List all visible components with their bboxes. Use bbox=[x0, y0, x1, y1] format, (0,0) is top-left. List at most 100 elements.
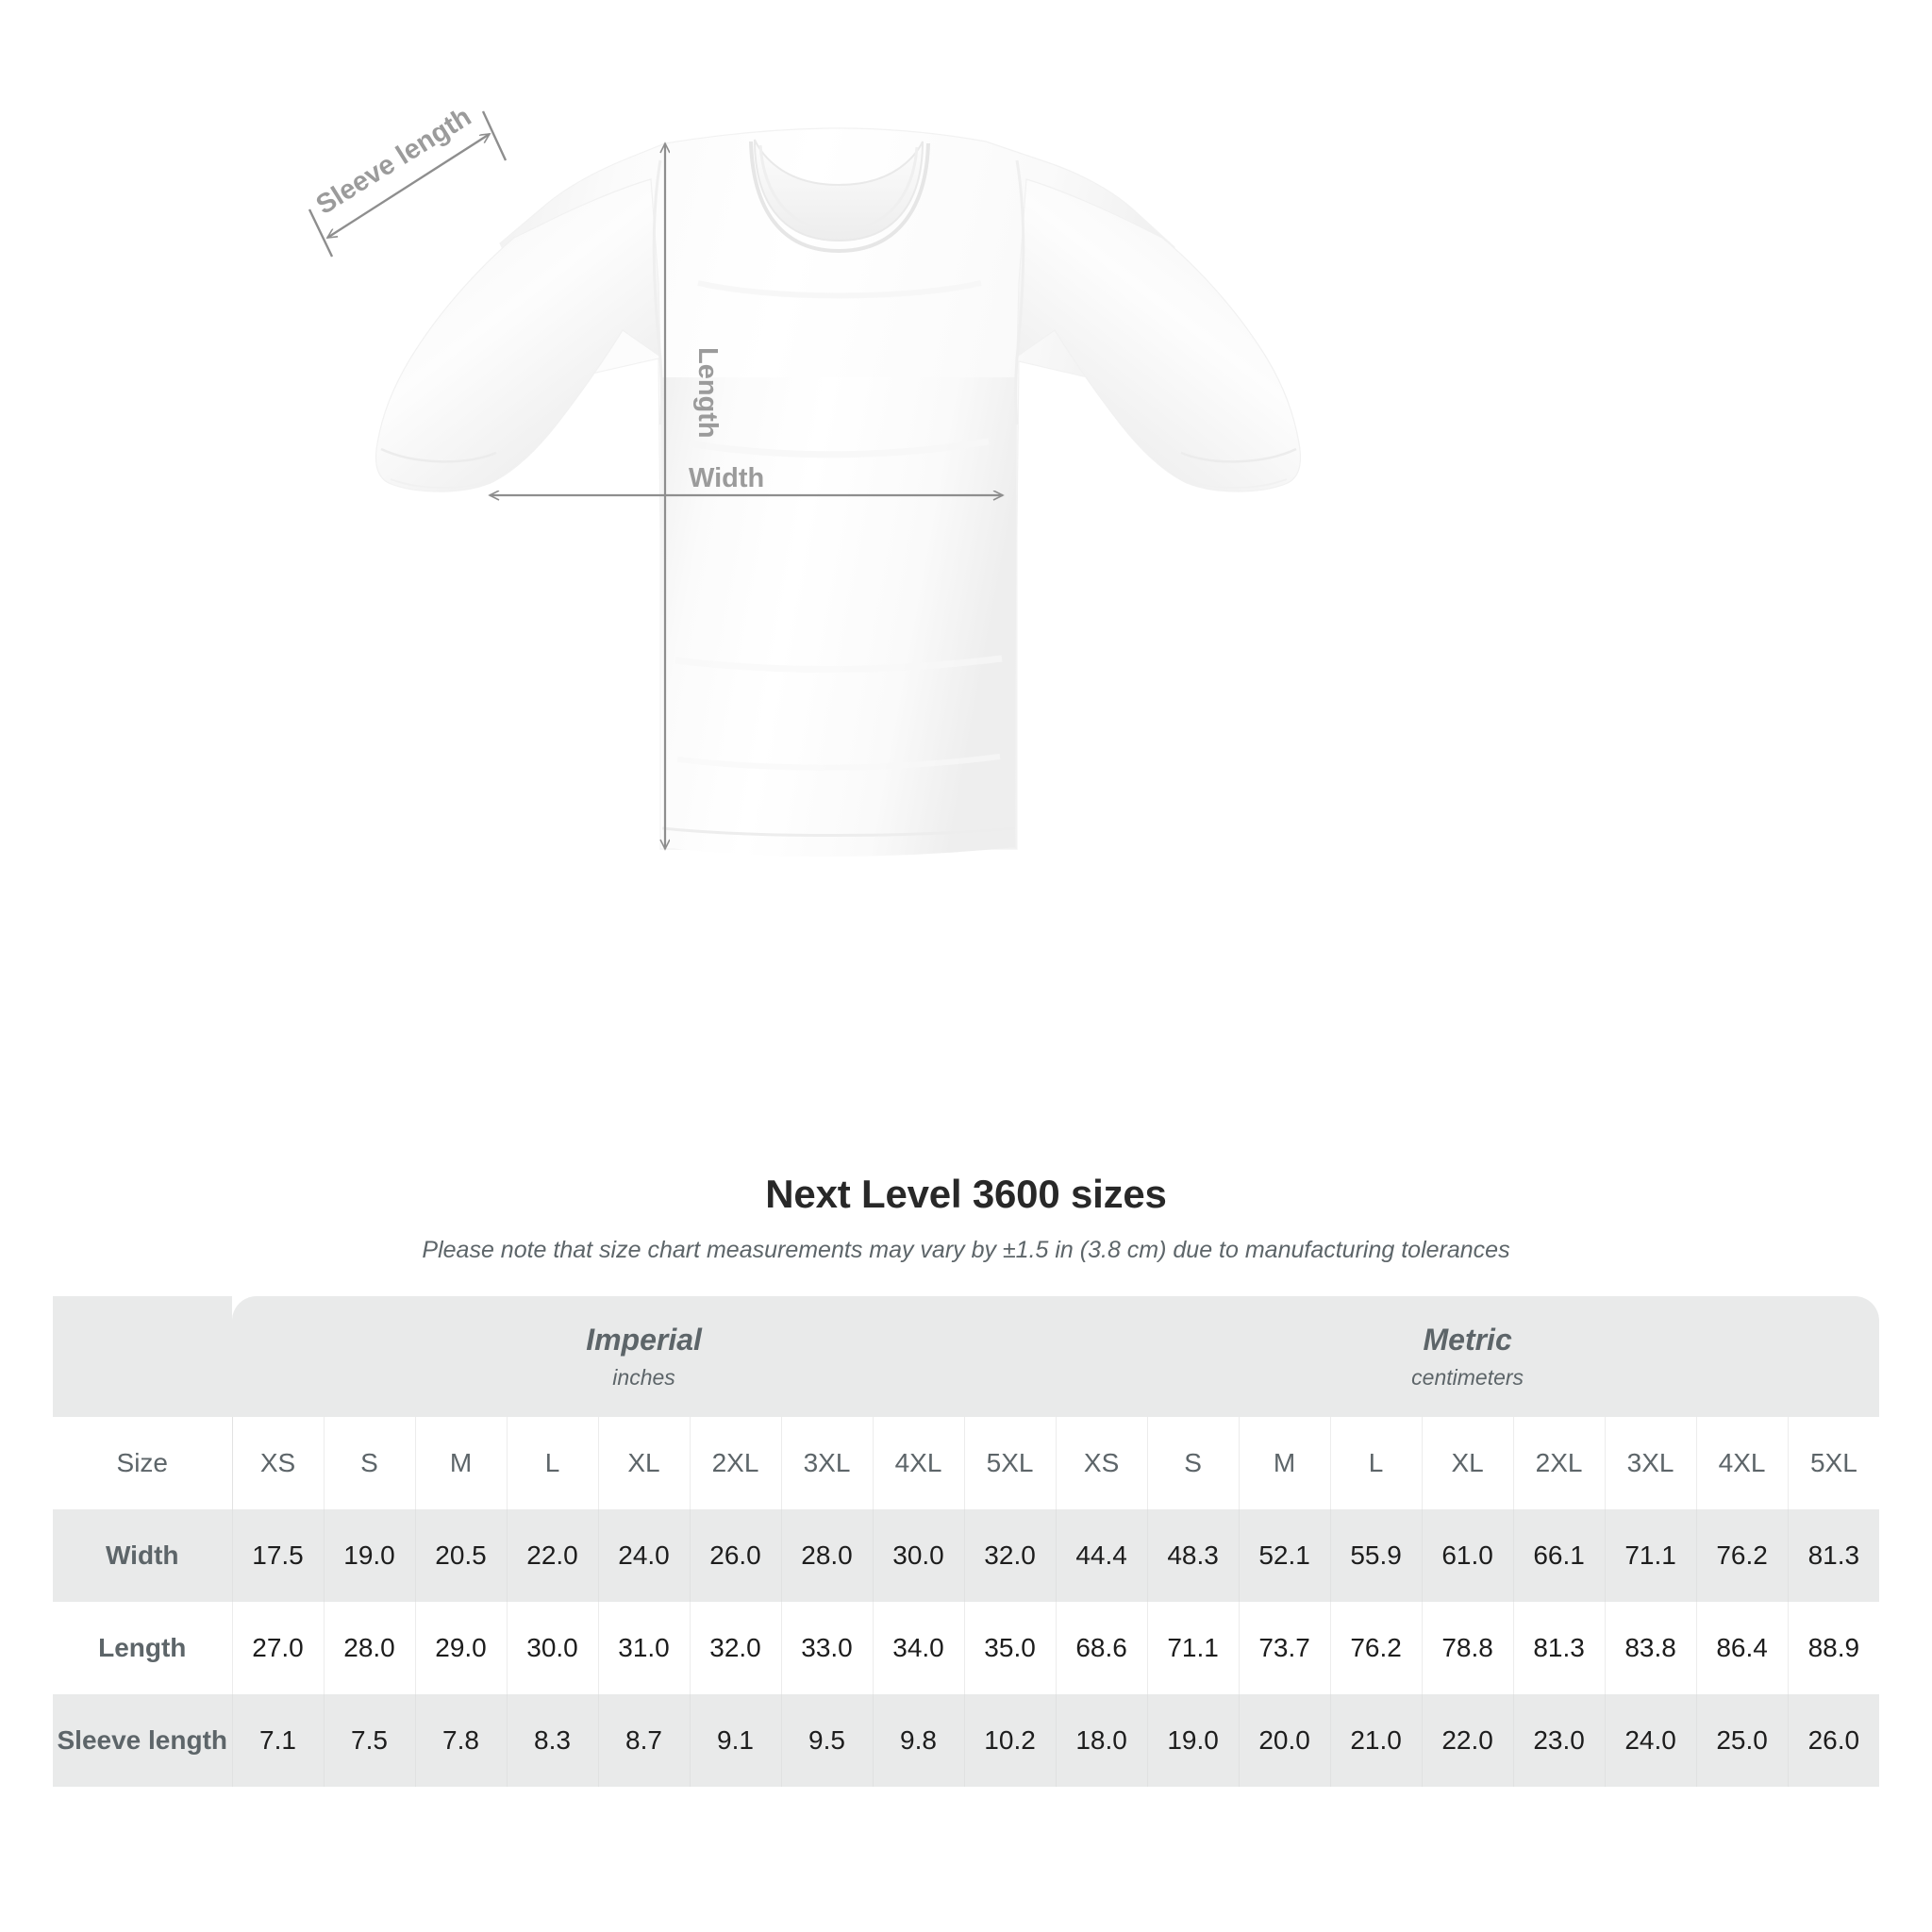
size-header-cell-xs: XS bbox=[232, 1417, 325, 1509]
cell-width-imperial-xl: 24.0 bbox=[598, 1509, 691, 1602]
length-label: Length bbox=[692, 347, 723, 439]
unit-group-imperial: Imperial inches bbox=[232, 1296, 1057, 1417]
cell-width-metric-xs: 44.4 bbox=[1056, 1509, 1148, 1602]
cell-sleeve-length-imperial-s: 7.5 bbox=[324, 1694, 416, 1787]
size-header-cell-5xl: 5XL bbox=[964, 1417, 1057, 1509]
size-header-cell-3xl: 3XL bbox=[781, 1417, 874, 1509]
size-header-cell-l: L bbox=[1330, 1417, 1423, 1509]
cell-width-imperial-s: 19.0 bbox=[324, 1509, 416, 1602]
size-header-cell-m: M bbox=[415, 1417, 508, 1509]
size-header-cell-xs: XS bbox=[1056, 1417, 1148, 1509]
table-row: Length 27.0 28.0 29.0 30.0 31.0 32.0 33.0 34.0 35… bbox=[53, 1602, 1880, 1694]
cell-width-imperial-3xl: 28.0 bbox=[781, 1509, 874, 1602]
cell-length-metric-m: 73.7 bbox=[1239, 1602, 1331, 1694]
sleeve-length-arrow bbox=[327, 132, 490, 240]
cell-length-imperial-4xl: 34.0 bbox=[873, 1602, 965, 1694]
cell-length-imperial-l: 30.0 bbox=[507, 1602, 599, 1694]
cell-width-imperial-xs: 17.5 bbox=[232, 1509, 325, 1602]
cell-sleeve-length-metric-3xl: 24.0 bbox=[1605, 1694, 1697, 1787]
cell-width-imperial-m: 20.5 bbox=[415, 1509, 508, 1602]
size-table: Imperial inches Metric centimeters Size XS S M L… bbox=[53, 1296, 1880, 1787]
cell-sleeve-length-imperial-m: 7.8 bbox=[415, 1694, 508, 1787]
tshirt-left-sleeve bbox=[375, 178, 661, 492]
tshirt-illustration bbox=[375, 127, 1302, 857]
cell-width-metric-2xl: 66.1 bbox=[1513, 1509, 1606, 1602]
cell-width-metric-xl: 61.0 bbox=[1422, 1509, 1514, 1602]
cell-width-metric-m: 52.1 bbox=[1239, 1509, 1331, 1602]
cell-sleeve-length-metric-s: 19.0 bbox=[1147, 1694, 1240, 1787]
tshirt-collar bbox=[754, 139, 924, 242]
unit-group-name: Metric bbox=[1423, 1323, 1512, 1357]
cell-length-metric-4xl: 86.4 bbox=[1696, 1602, 1789, 1694]
cell-sleeve-length-imperial-xl: 8.7 bbox=[598, 1694, 691, 1787]
cell-sleeve-length-imperial-3xl: 9.5 bbox=[781, 1694, 874, 1787]
unit-group-sub: inches bbox=[612, 1365, 675, 1391]
sleeve-length-label: Sleeve length bbox=[311, 102, 477, 221]
cell-length-metric-xs: 68.6 bbox=[1056, 1602, 1148, 1694]
cell-sleeve-length-metric-xs: 18.0 bbox=[1056, 1694, 1148, 1787]
unit-group-sub: centimeters bbox=[1411, 1365, 1524, 1391]
cell-length-metric-3xl: 83.8 bbox=[1605, 1602, 1697, 1694]
size-header-cell-4xl: 4XL bbox=[873, 1417, 965, 1509]
size-header-cell-l: L bbox=[507, 1417, 599, 1509]
cell-sleeve-length-metric-2xl: 23.0 bbox=[1513, 1694, 1606, 1787]
size-header-cell-2xl: 2XL bbox=[1513, 1417, 1606, 1509]
cell-sleeve-length-metric-4xl: 25.0 bbox=[1696, 1694, 1789, 1787]
size-table-container: Imperial inches Metric centimeters Size XS S M L… bbox=[53, 1296, 1880, 1787]
tshirt-right-sleeve bbox=[1016, 178, 1302, 492]
cell-width-metric-5xl: 81.3 bbox=[1788, 1509, 1880, 1602]
table-row: Sleeve length 7.1 7.5 7.8 8.3 8.7 9.1 9.5 9.8 10.… bbox=[53, 1694, 1880, 1787]
row-label-sleeve-length: Sleeve length bbox=[53, 1694, 233, 1787]
size-header-cell-2xl: 2XL bbox=[690, 1417, 782, 1509]
cell-length-metric-5xl: 88.9 bbox=[1788, 1602, 1880, 1694]
cell-length-imperial-2xl: 32.0 bbox=[690, 1602, 782, 1694]
cell-sleeve-length-imperial-5xl: 10.2 bbox=[964, 1694, 1057, 1787]
cell-sleeve-length-metric-m: 20.0 bbox=[1239, 1694, 1331, 1787]
cell-width-metric-3xl: 71.1 bbox=[1605, 1509, 1697, 1602]
cell-width-imperial-l: 22.0 bbox=[507, 1509, 599, 1602]
cell-sleeve-length-metric-5xl: 26.0 bbox=[1788, 1694, 1880, 1787]
row-label-width: Width bbox=[53, 1509, 233, 1602]
cell-length-metric-2xl: 81.3 bbox=[1513, 1602, 1606, 1694]
size-header-cell-s: S bbox=[1147, 1417, 1240, 1509]
cell-width-imperial-4xl: 30.0 bbox=[873, 1509, 965, 1602]
cell-length-imperial-m: 29.0 bbox=[415, 1602, 508, 1694]
size-header-cell-xl: XL bbox=[598, 1417, 691, 1509]
size-header-cell-xl: XL bbox=[1422, 1417, 1514, 1509]
cell-sleeve-length-imperial-l: 8.3 bbox=[507, 1694, 599, 1787]
cell-length-imperial-s: 28.0 bbox=[324, 1602, 416, 1694]
cell-length-imperial-3xl: 33.0 bbox=[781, 1602, 874, 1694]
cell-sleeve-length-metric-xl: 22.0 bbox=[1422, 1694, 1514, 1787]
size-header-cell-s: S bbox=[324, 1417, 416, 1509]
cell-width-imperial-2xl: 26.0 bbox=[690, 1509, 782, 1602]
size-header-cell-5xl: 5XL bbox=[1788, 1417, 1880, 1509]
cell-length-metric-xl: 78.8 bbox=[1422, 1602, 1514, 1694]
table-row: Width 17.5 19.0 20.5 22.0 24.0 26.0 28.0 30.0 32.… bbox=[53, 1509, 1880, 1602]
row-label-length: Length bbox=[53, 1602, 233, 1694]
cell-sleeve-length-imperial-xs: 7.1 bbox=[232, 1694, 325, 1787]
size-header-cell-3xl: 3XL bbox=[1605, 1417, 1697, 1509]
cell-length-metric-s: 71.1 bbox=[1147, 1602, 1240, 1694]
cell-sleeve-length-imperial-2xl: 9.1 bbox=[690, 1694, 782, 1787]
cell-width-imperial-5xl: 32.0 bbox=[964, 1509, 1057, 1602]
size-header-cell-m: M bbox=[1239, 1417, 1331, 1509]
unit-header-spacer bbox=[53, 1296, 232, 1417]
size-header-row: Size XS S M L XL 2XL 3XL 4XL 5XL XS S M L XL 2XL 3XL 4XL 5… bbox=[53, 1417, 1880, 1509]
unit-group-name: Imperial bbox=[586, 1323, 702, 1357]
cell-sleeve-length-imperial-4xl: 9.8 bbox=[873, 1694, 965, 1787]
cell-length-imperial-5xl: 35.0 bbox=[964, 1602, 1057, 1694]
cell-width-metric-l: 55.9 bbox=[1330, 1509, 1423, 1602]
page-title: Next Level 3600 sizes bbox=[765, 1172, 1167, 1216]
size-header-cell-4xl: 4XL bbox=[1696, 1417, 1789, 1509]
cell-length-imperial-xl: 31.0 bbox=[598, 1602, 691, 1694]
cell-length-metric-l: 76.2 bbox=[1330, 1602, 1423, 1694]
cell-width-metric-s: 48.3 bbox=[1147, 1509, 1240, 1602]
cell-sleeve-length-metric-l: 21.0 bbox=[1330, 1694, 1423, 1787]
cell-width-metric-4xl: 76.2 bbox=[1696, 1509, 1789, 1602]
page-subtitle: Please note that size chart measurements… bbox=[422, 1237, 1510, 1264]
unit-header-row: Imperial inches Metric centimeters bbox=[53, 1296, 1880, 1417]
unit-group-metric: Metric centimeters bbox=[1056, 1296, 1880, 1417]
title-block: Next Level 3600 sizes Please note that s… bbox=[0, 1172, 1932, 1264]
size-header-label: Size bbox=[53, 1417, 233, 1509]
